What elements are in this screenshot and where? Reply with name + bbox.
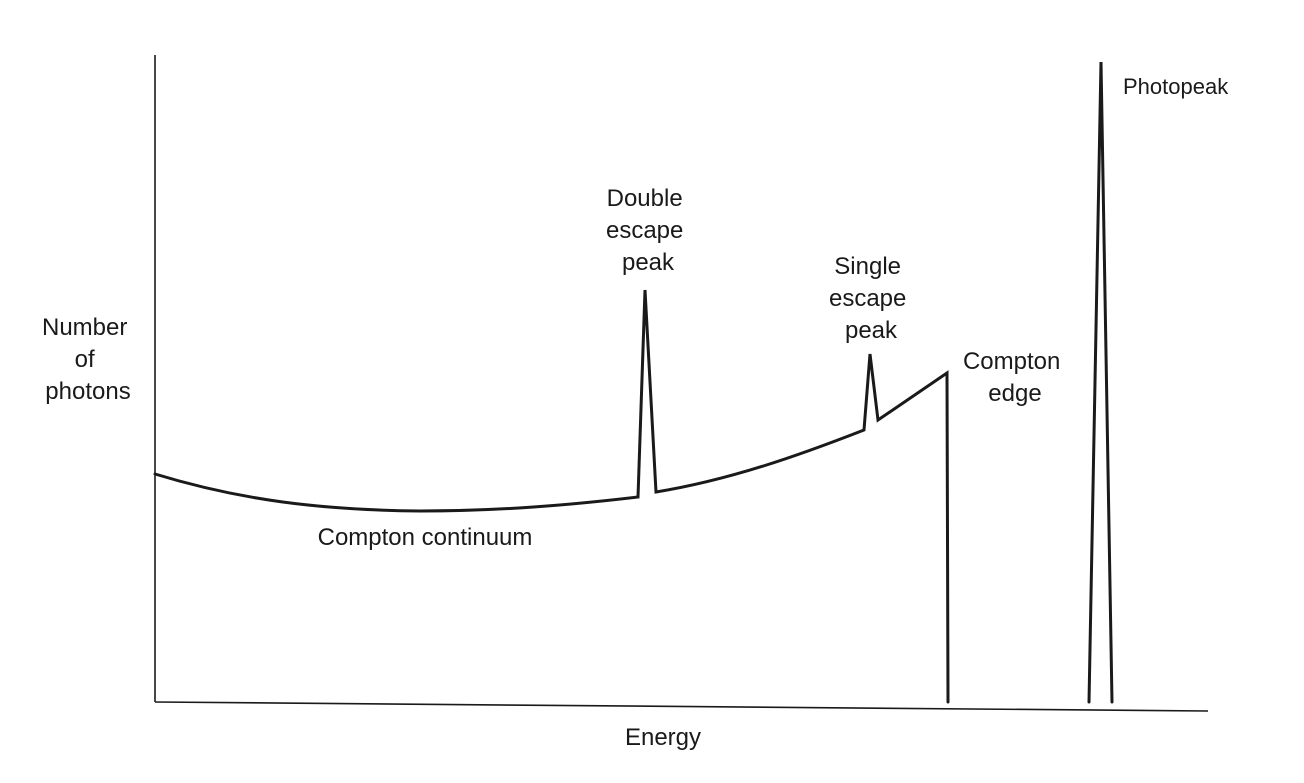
axes	[154, 55, 1209, 712]
double-escape-label-line-2: escape	[606, 217, 683, 244]
spectrum	[153, 61, 1114, 704]
double-escape-label-line-3: peak	[622, 249, 675, 276]
single-escape-label-line-2: escape	[829, 285, 906, 312]
double-escape-peak-label: Double escape peak	[606, 185, 690, 276]
double-escape-label-line-1: Double	[607, 185, 683, 212]
photopeak-curve	[1087, 61, 1114, 704]
compton-edge-label-line-2: edge	[988, 380, 1041, 407]
compton-continuum-curve	[153, 289, 950, 704]
single-escape-label-line-1: Single	[834, 253, 901, 280]
x-axis-label: Energy	[625, 724, 701, 751]
y-axis-label-line-1: Number	[42, 314, 127, 341]
single-escape-label-line-3: peak	[845, 317, 898, 344]
compton-continuum-label: Compton continuum	[318, 524, 533, 551]
x-axis	[154, 701, 1209, 712]
y-axis-label-line-2: of	[75, 346, 95, 373]
photopeak-label: Photopeak	[1123, 74, 1229, 99]
compton-edge-label: Compton edge	[963, 348, 1067, 407]
y-axis-label: Number of photons	[42, 314, 134, 405]
y-axis-label-line-3: photons	[45, 378, 130, 405]
compton-edge-label-line-1: Compton	[963, 348, 1060, 375]
single-escape-peak-label: Single escape peak	[829, 253, 913, 344]
